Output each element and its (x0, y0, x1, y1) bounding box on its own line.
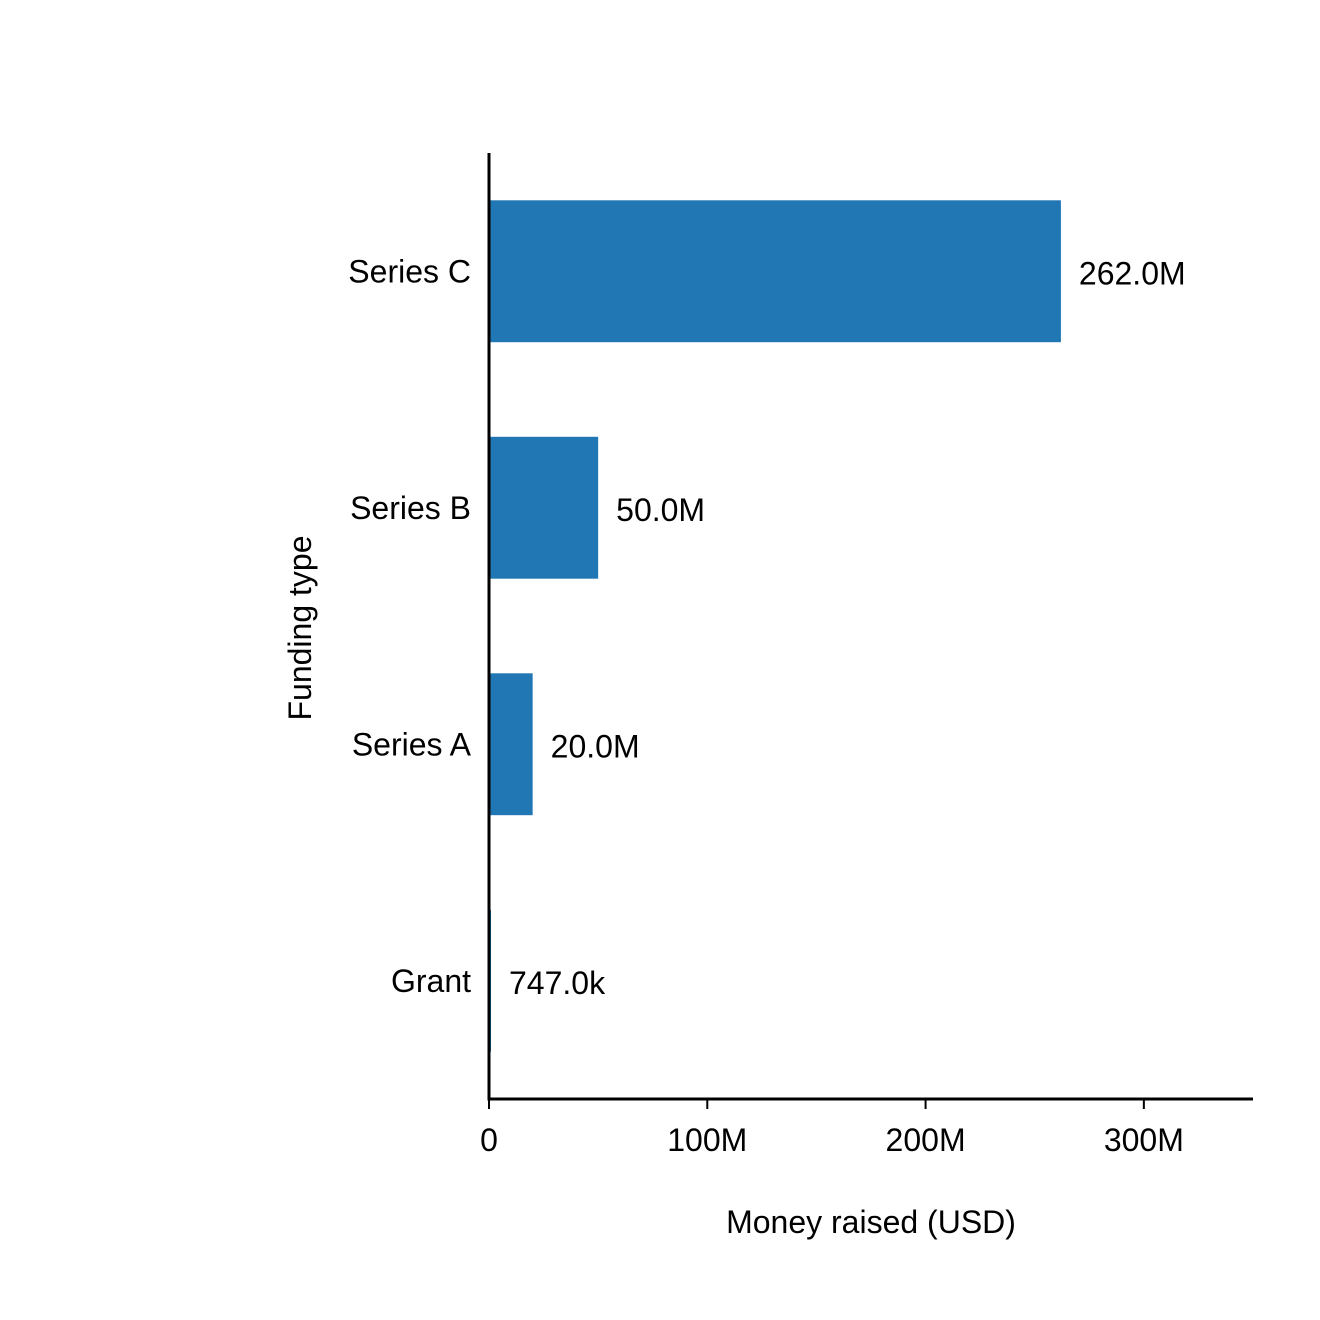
x-tick-label: 100M (667, 1122, 747, 1158)
bars-group (489, 200, 1061, 1052)
data-label: 747.0k (509, 965, 606, 1001)
category-label: Grant (391, 963, 471, 999)
x-tick-label: 0 (480, 1122, 498, 1158)
data-labels-group: 262.0M 50.0M 20.0M 747.0k (509, 255, 1186, 1001)
x-axis-title: Money raised (USD) (726, 1204, 1016, 1240)
x-ticks-group: 0 100M 200M 300M (480, 1099, 1184, 1158)
bar-series-b (489, 436, 599, 579)
x-tick-label: 200M (886, 1122, 966, 1158)
category-label: Series C (348, 253, 471, 289)
data-label: 20.0M (551, 728, 640, 764)
x-tick-label: 300M (1104, 1122, 1184, 1158)
y-axis-title: Funding type (282, 535, 318, 720)
category-label: Series A (352, 726, 472, 762)
bar-series-a (489, 673, 533, 816)
category-labels-group: Series C Series B Series A Grant (348, 253, 471, 999)
category-label: Series B (350, 490, 471, 526)
data-label: 50.0M (616, 492, 705, 528)
data-label: 262.0M (1079, 255, 1186, 291)
bar-series-c (489, 200, 1061, 343)
